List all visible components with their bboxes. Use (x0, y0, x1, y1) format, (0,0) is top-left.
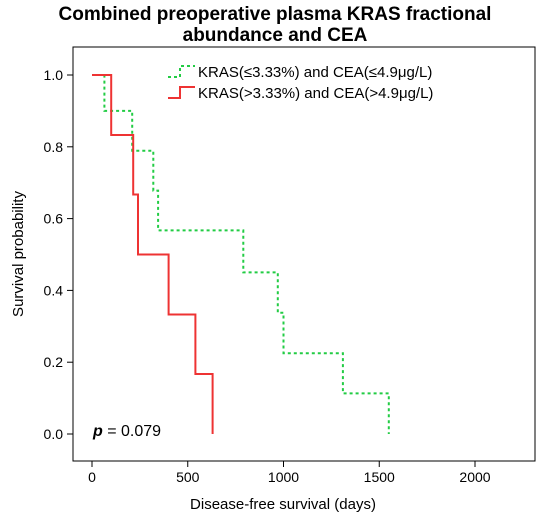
series-line-1 (92, 74, 390, 434)
x-tick-label: 500 (176, 469, 200, 485)
y-tick-label: 0.0 (44, 426, 64, 442)
legend-label-2: KRAS(>3.33%) and CEA(>4.9μg/L) (198, 85, 433, 102)
x-tick-label: 1000 (268, 469, 299, 485)
y-tick-label: 1.0 (44, 67, 64, 83)
series-line-2 (92, 74, 214, 434)
legend-label-1: KRAS(≤3.33%) and CEA(≤4.9μg/L) (198, 64, 432, 81)
x-tick-label: 1500 (364, 469, 395, 485)
legend-swatch-1 (168, 65, 195, 78)
chart-title: Combined preoperative plasma KRAS fracti… (0, 4, 550, 46)
x-tick-label: 2000 (459, 469, 490, 485)
y-tick-label: 0.2 (44, 354, 64, 370)
plot-frame (72, 46, 536, 462)
x-axis-label: Disease-free survival (days) (190, 496, 376, 513)
y-tick-label: 0.4 (44, 282, 64, 298)
x-tick-label: 0 (88, 469, 96, 485)
p-value-annotation: p = 0.079 (92, 423, 161, 440)
chart-title-line-1: Combined preoperative plasma KRAS fracti… (58, 4, 492, 25)
legend: KRAS(≤3.33%) and CEA(≤4.9μg/L) KRAS(>3.33… (168, 64, 433, 102)
y-axis-label: Survival probability (10, 191, 27, 317)
y-tick-label: 0.8 (44, 139, 64, 155)
p-value-text: = 0.079 (103, 423, 161, 440)
p-value-symbol: p (92, 423, 103, 440)
y-tick-label: 0.6 (44, 211, 64, 227)
legend-swatch-2 (168, 86, 195, 99)
chart-title-line-2: abundance and CEA (182, 25, 368, 46)
